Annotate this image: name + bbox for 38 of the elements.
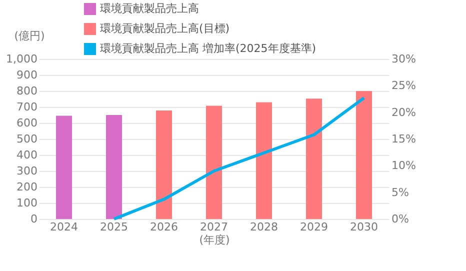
- y-tick-label: 500: [16, 132, 38, 146]
- y-tick-label: 800: [16, 84, 38, 98]
- y2-tick-label: 10%: [392, 159, 416, 172]
- y2-tick-label: 30%: [392, 52, 416, 66]
- y2-tick-label: 25%: [392, 79, 416, 92]
- y-tick-label: 700: [16, 100, 38, 114]
- bar: [56, 116, 72, 219]
- x-tick-label: 2025: [100, 220, 128, 234]
- y-tick-label: 900: [16, 68, 38, 82]
- x-axis-title: (年度): [199, 234, 230, 246]
- y2-tick-label: 0%: [392, 212, 409, 226]
- y2-tick-label: 20%: [392, 106, 416, 119]
- y2-tick-label: 15%: [392, 132, 416, 146]
- y-tick-label: 600: [16, 116, 38, 130]
- y-tick-label: 0: [30, 212, 38, 226]
- legend-label: 環境貢献製品売上高 増加率(2025年度基準): [100, 42, 316, 55]
- y2-tick-label: 5%: [392, 186, 409, 199]
- y-tick-label: 300: [16, 164, 38, 178]
- bar: [256, 102, 272, 219]
- legend-label: 環境貢献製品売上高(目標): [100, 22, 230, 35]
- bar: [356, 91, 372, 219]
- y-tick-label: 200: [16, 180, 38, 194]
- y-tick-label: 100: [16, 196, 38, 210]
- y-axis-title: (億円): [14, 30, 45, 42]
- bar: [306, 98, 322, 219]
- bar: [106, 115, 122, 219]
- x-tick-label: 2030: [350, 220, 378, 234]
- line-series: [112, 96, 366, 220]
- legend-label: 環境貢献製品売上高: [100, 2, 199, 15]
- y-tick-label: 400: [16, 148, 38, 162]
- x-tick-label: 2027: [200, 220, 228, 234]
- x-tick-label: 2028: [250, 220, 278, 234]
- x-tick-label: 2026: [150, 220, 178, 234]
- y-tick-label: 1,000: [6, 52, 38, 66]
- bar: [156, 110, 172, 219]
- x-tick-label: 2024: [50, 220, 78, 234]
- x-tick-label: 2029: [300, 220, 328, 234]
- bar: [206, 106, 222, 219]
